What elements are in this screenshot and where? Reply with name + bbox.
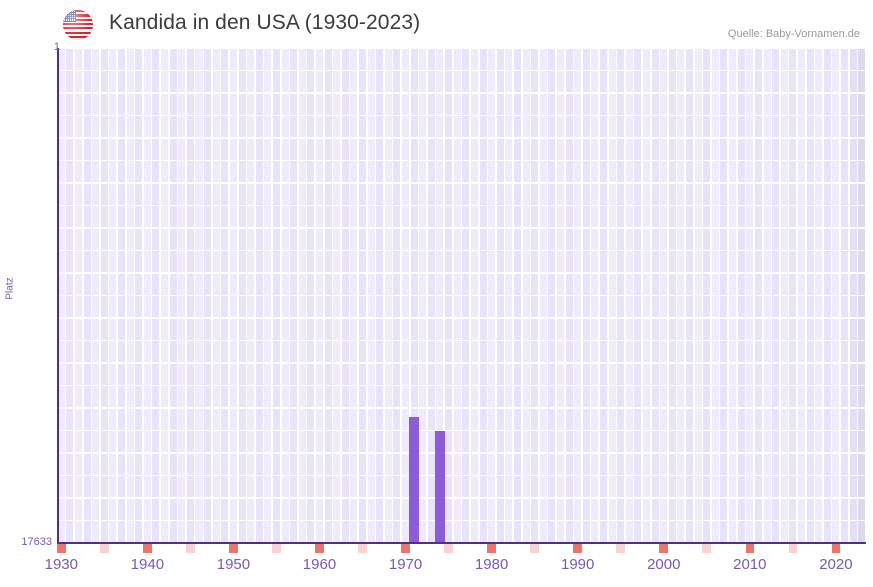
x-tick-mark-2020 [831,544,841,553]
x-tick-mark-1970 [401,544,410,553]
x-tick-mark-1930 [57,544,66,553]
x-axis-label-2010: 2010 [733,556,767,573]
y-axis-tick-top: 1 [53,41,60,53]
x-tick-mark-1940 [143,544,152,553]
source-attribution: Quelle: Baby-Vornamen.de [727,28,860,40]
x-axis-label-1930: 1930 [44,556,78,573]
bar-1971 [409,417,420,543]
x-axis-label-1990: 1990 [560,556,595,573]
y-axis-line [57,48,59,544]
x-tick-mark-2015 [788,544,798,553]
y-axis-tick-bottom: 17633 [21,536,52,548]
x-tick-mark-1995 [616,544,625,553]
x-axis-label-1940: 1940 [130,556,165,573]
x-tick-mark-1990 [573,544,582,553]
x-axis-labels: 1930 1940 1950 1960 1970 1980 1990 2000 2010 2020 [0,556,873,580]
bar-1974 [435,431,445,543]
us-flag-icon [63,10,93,40]
x-axis-label-1980: 1980 [474,556,509,573]
x-tick-mark-1965 [358,544,367,553]
x-tick-mark-2005 [702,544,712,553]
plot-area [57,48,866,543]
x-tick-mark-1955 [272,544,281,553]
x-axis-line [57,542,866,544]
x-axis-label-1950: 1950 [216,556,251,573]
x-tick-mark-2010 [745,544,755,553]
bar-series [57,48,866,543]
page-title: Kandida in den USA (1930-2023) [109,11,421,34]
x-tick-mark-1960 [315,544,324,553]
x-axis-label-2020: 2020 [819,556,853,573]
x-axis-label-1970: 1970 [388,556,423,573]
x-axis-tick-marks [57,544,866,553]
x-tick-mark-1935 [100,544,109,553]
x-tick-mark-1950 [229,544,238,553]
x-tick-mark-1975 [444,544,453,553]
x-axis-label-2000: 2000 [647,556,681,573]
x-tick-mark-2000 [659,544,669,553]
x-tick-mark-1985 [530,544,539,553]
chart-header: Kandida in den USA (1930-2023) Quelle: B… [0,0,873,44]
x-axis-label-1960: 1960 [302,556,337,573]
x-tick-mark-1945 [186,544,195,553]
y-axis-label: Platz [4,277,16,300]
x-tick-mark-1980 [487,544,496,553]
